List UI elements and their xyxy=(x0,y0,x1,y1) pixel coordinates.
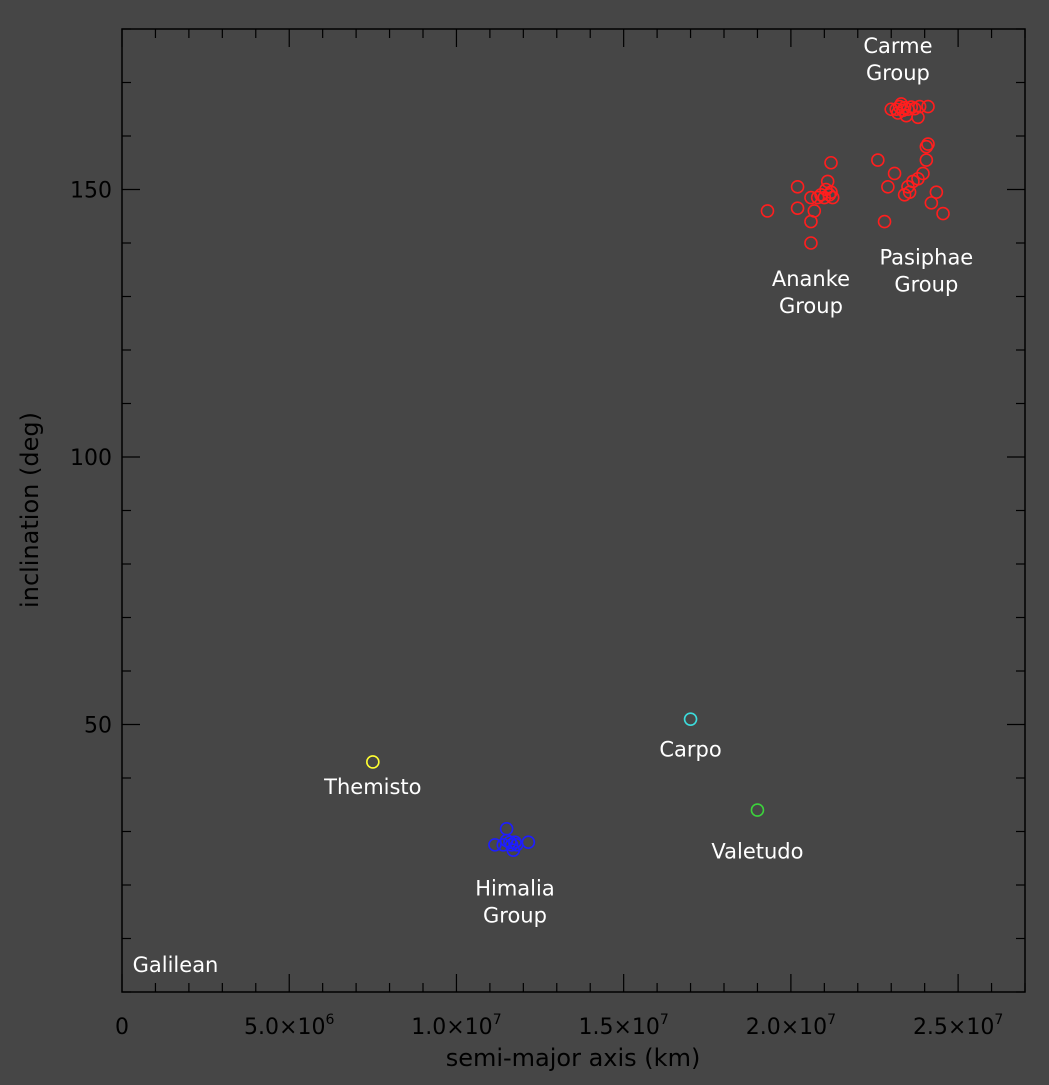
data-point xyxy=(804,190,818,205)
group-label: Ananke xyxy=(772,267,850,291)
data-points xyxy=(366,97,950,858)
x-tick-labels: 0 5.0×106 1.0×107 1.5×107 2.0×107 2.5×107 xyxy=(115,1012,1003,1040)
data-point xyxy=(790,180,805,194)
x-tick-label: 0 xyxy=(115,1015,129,1040)
data-point xyxy=(503,835,517,850)
data-point xyxy=(921,137,935,151)
data-point xyxy=(912,99,927,114)
data-point xyxy=(521,835,536,850)
data-point xyxy=(488,838,502,852)
y-axis-label: inclination (deg) xyxy=(16,412,44,608)
data-point xyxy=(924,196,939,210)
data-point xyxy=(499,822,514,836)
data-point xyxy=(824,185,838,199)
y-tick-labels: 50 100 150 xyxy=(70,179,112,739)
group-label: Carpo xyxy=(659,738,721,762)
data-point xyxy=(804,236,818,250)
data-point xyxy=(366,755,380,769)
data-point xyxy=(929,185,944,199)
data-point xyxy=(936,206,950,221)
plot-frame xyxy=(121,28,1026,993)
group-label: Group xyxy=(779,294,843,318)
group-label: Himalia xyxy=(475,877,555,901)
x-tick-label: 1.0×107 xyxy=(411,1012,501,1040)
data-point xyxy=(750,803,765,817)
data-point xyxy=(919,139,934,154)
group-annotations: Carme Group Pasiphae Group Ananke Group Carpo T… xyxy=(133,34,974,977)
data-point xyxy=(824,155,838,170)
group-label: Themisto xyxy=(323,775,421,799)
group-label: Group xyxy=(866,61,930,85)
x-tick-label: 1.5×107 xyxy=(578,1012,668,1040)
y-tick-label: 150 xyxy=(70,179,112,204)
data-point xyxy=(881,180,895,194)
axis-ticks xyxy=(121,28,1026,993)
x-tick-label: 5.0×106 xyxy=(244,1012,334,1040)
group-label: Galilean xyxy=(133,953,219,977)
data-point xyxy=(911,110,925,125)
data-point xyxy=(877,214,892,229)
data-point xyxy=(683,712,698,726)
data-point xyxy=(760,204,775,218)
group-label: Group xyxy=(483,904,547,928)
group-label: Group xyxy=(894,272,958,296)
x-axis-label: semi-major axis (km) xyxy=(446,1044,701,1072)
data-point xyxy=(916,166,930,181)
data-point xyxy=(804,214,818,229)
data-point xyxy=(790,201,805,216)
group-label: Pasiphae xyxy=(879,245,973,269)
group-label: Valetudo xyxy=(711,839,803,863)
data-point xyxy=(919,153,934,167)
data-point xyxy=(902,185,917,199)
data-point xyxy=(822,188,837,202)
data-point xyxy=(871,153,885,167)
data-point xyxy=(504,838,519,852)
data-point xyxy=(825,190,840,205)
y-tick-label: 100 xyxy=(70,446,112,471)
group-label: Carme xyxy=(863,34,932,58)
y-tick-label: 50 xyxy=(84,714,112,739)
data-point xyxy=(508,835,522,850)
data-point xyxy=(887,166,902,181)
data-point xyxy=(921,99,935,114)
x-tick-label: 2.0×107 xyxy=(746,1012,836,1040)
x-tick-label: 2.5×107 xyxy=(913,1012,1003,1040)
